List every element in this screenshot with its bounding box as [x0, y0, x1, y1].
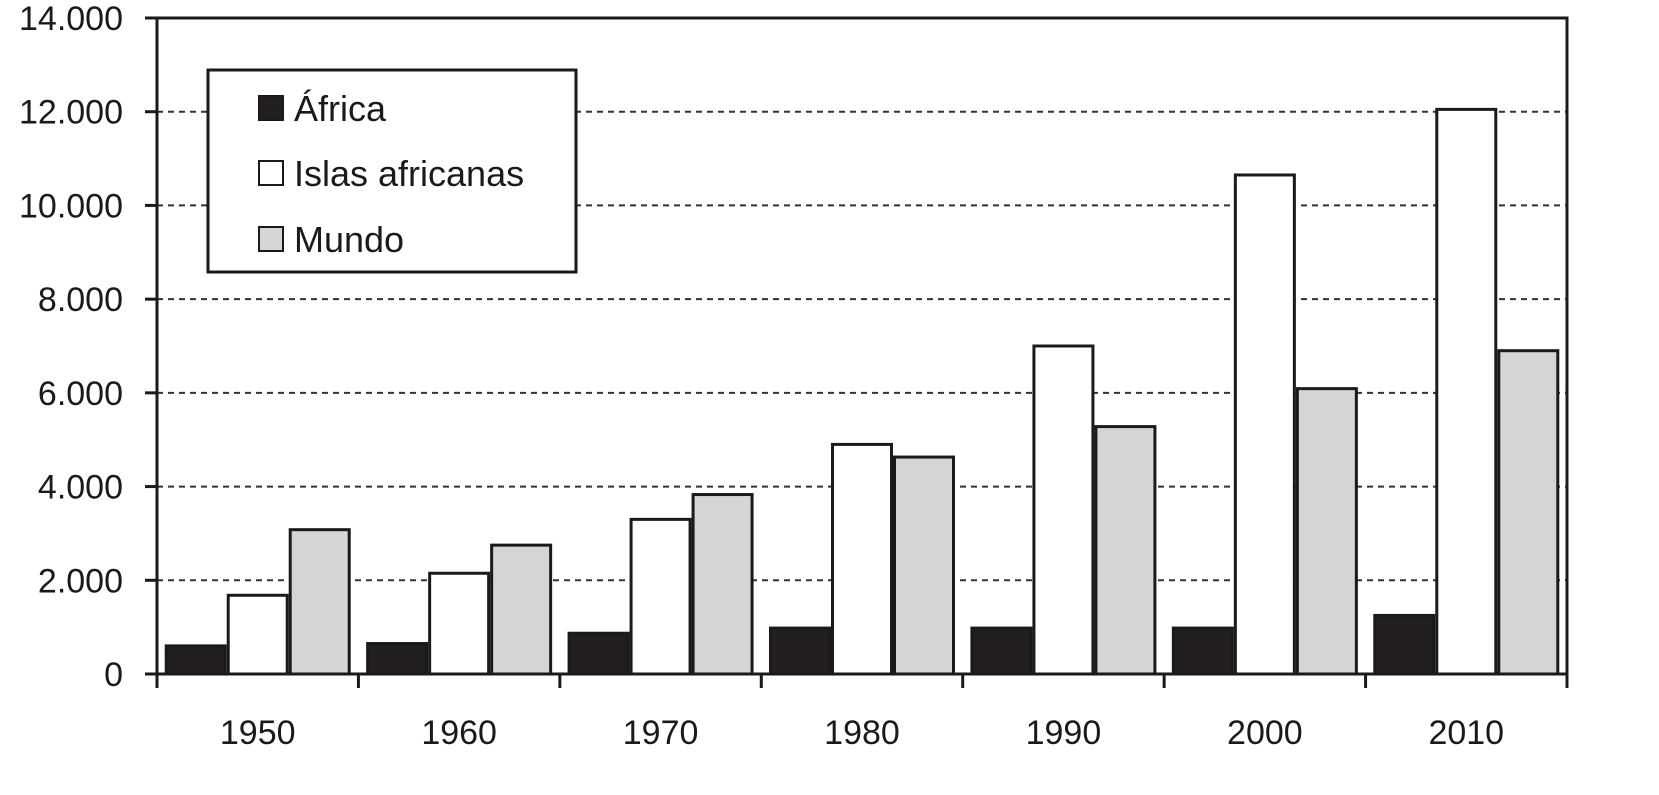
- y-tick-label: 8.000: [38, 281, 123, 319]
- legend-label-africa: África: [294, 88, 387, 129]
- legend-swatch-islas-africanas: [258, 160, 284, 186]
- y-tick-labels: 0 2.000 4.000 6.000 8.000 10.000 12.000 14.000: [19, 0, 157, 694]
- y-tick-label: 2.000: [38, 562, 123, 600]
- legend-swatch-africa: [258, 95, 284, 121]
- bar-mundo-1970: [691, 493, 754, 676]
- axes: [155, 16, 1569, 676]
- legend: África Islas africanas Mundo: [206, 68, 578, 274]
- x-tick-label: 1950: [220, 714, 296, 752]
- x-tick-label: 1980: [824, 714, 900, 752]
- bar-islas-africanas-1990: [1032, 344, 1095, 676]
- y-tick-label: 14.000: [19, 0, 123, 38]
- bar-áfrica-1960: [366, 642, 429, 676]
- legend-label-islas-africanas: Islas africanas: [294, 153, 524, 194]
- bar-islas-africanas-1980: [831, 442, 893, 676]
- bar-áfrica-1990: [970, 626, 1033, 676]
- legend-label-mundo: Mundo: [294, 219, 404, 260]
- y-tick-label: 0: [104, 656, 123, 694]
- y-tick-label: 12.000: [19, 94, 123, 132]
- bars: [164, 107, 1560, 676]
- bar-islas-africanas-1970: [629, 517, 692, 676]
- bar-áfrica-1980: [769, 626, 831, 676]
- bar-islas-africanas-2010: [1435, 107, 1498, 676]
- x-tick-label: 2000: [1227, 714, 1303, 752]
- bar-áfrica-2010: [1373, 613, 1436, 676]
- plot-frame: [155, 16, 1569, 676]
- bar-mundo-2010: [1497, 349, 1560, 676]
- bar-áfrica-1950: [164, 644, 227, 676]
- bar-áfrica-2000: [1171, 626, 1234, 676]
- bar-mundo-1960: [490, 543, 553, 676]
- x-tick-label: 1960: [421, 714, 497, 752]
- bar-islas-africanas-1950: [226, 593, 289, 676]
- bar-mundo-1950: [288, 528, 351, 676]
- x-tick-label: 1970: [623, 714, 699, 752]
- bar-islas-africanas-2000: [1233, 173, 1296, 676]
- bar-mundo-1980: [893, 455, 955, 676]
- x-tick-labels: 1950 1960 1970 1980 1990 2000 2010: [155, 674, 1569, 752]
- y-tick-label: 10.000: [19, 187, 123, 225]
- y-tick-label: 4.000: [38, 469, 123, 507]
- y-tick-label: 6.000: [38, 375, 123, 413]
- legend-swatch-mundo: [258, 226, 284, 252]
- x-tick-label: 2010: [1428, 714, 1504, 752]
- bar-mundo-2000: [1295, 387, 1358, 676]
- bar-mundo-1990: [1094, 425, 1157, 676]
- x-tick-label: 1990: [1026, 714, 1102, 752]
- bar-islas-africanas-1960: [428, 571, 491, 676]
- bar-áfrica-1970: [567, 631, 630, 676]
